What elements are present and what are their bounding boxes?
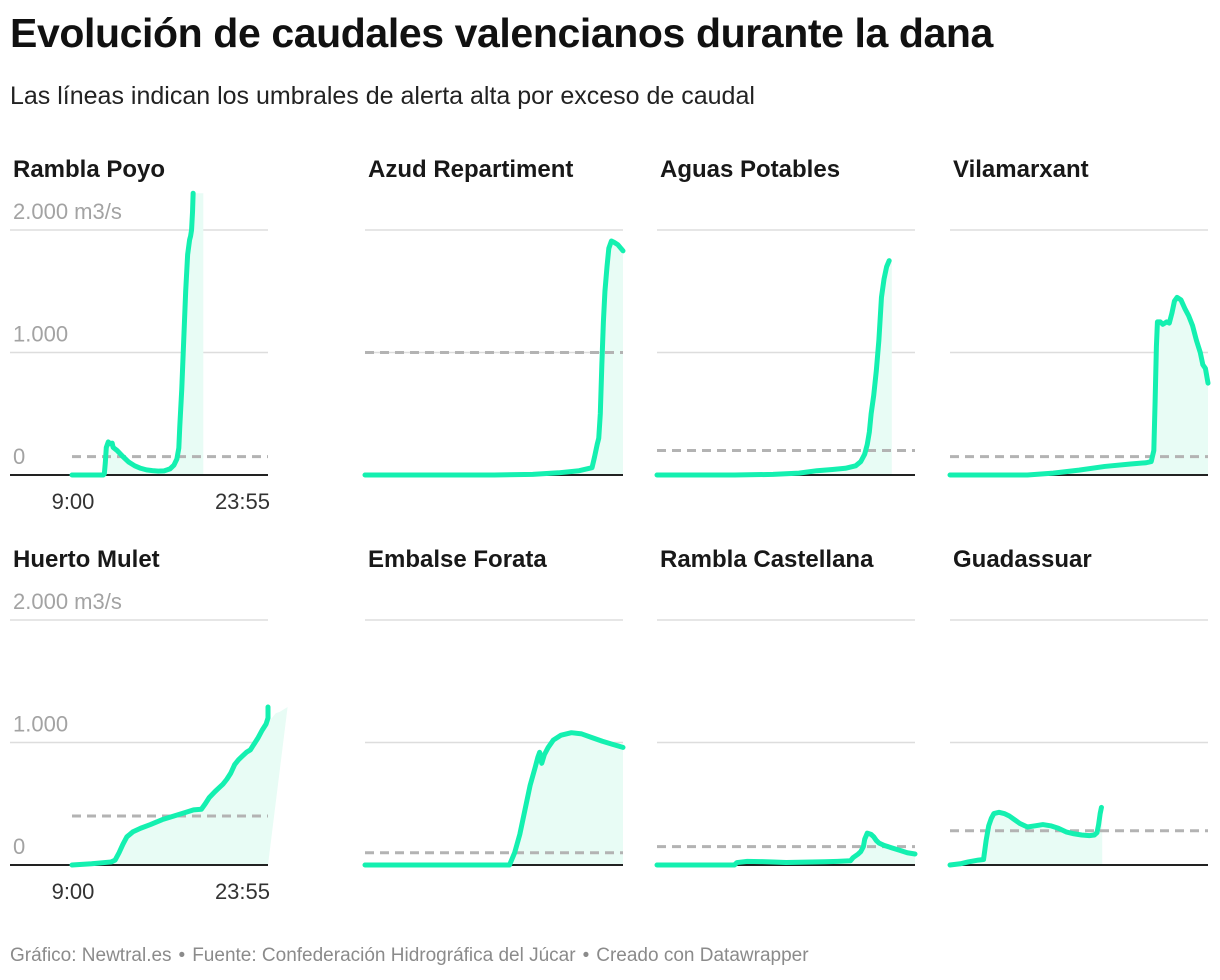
panel-title: Aguas Potables [660, 156, 840, 183]
series-area [72, 193, 204, 475]
panel-title: Rambla Castellana [660, 546, 874, 573]
chart-panel: Huerto Mulet 0 1.000 2.000 m3/s 9:00 23:55 [10, 546, 288, 904]
x-tick-label: 23:55 [215, 489, 270, 514]
series-area [950, 807, 1103, 865]
x-tick-label: 23:55 [215, 879, 270, 904]
series-area [657, 260, 892, 475]
chart-panel: Vilamarxant [947, 156, 1211, 478]
x-tick-label: 9:00 [52, 489, 95, 514]
footer-source: Fuente: Confederación Hidrográfica del J… [192, 945, 576, 966]
chart-panel: Aguas Potables [654, 156, 915, 478]
series-line [362, 730, 626, 868]
x-tick-label: 9:00 [52, 879, 95, 904]
panel-title: Huerto Mulet [13, 546, 160, 573]
chart-panel: Rambla Poyo 0 1.000 2.000 m3/s 9:00 23:55 [10, 156, 270, 514]
series-area [72, 706, 288, 865]
y-tick-label: 0 [13, 834, 25, 859]
footer-credit: Gráfico: Newtral.es [10, 945, 172, 966]
series-line [654, 258, 892, 478]
footer-separator: • [178, 945, 186, 966]
y-tick-label: 2.000 m3/s [13, 589, 122, 614]
series-line [947, 804, 1104, 868]
chart-subtitle: Las líneas indican los umbrales de alert… [10, 82, 755, 110]
chart-footer: Gráfico: Newtral.es • Fuente: Confederació… [10, 945, 809, 967]
y-tick-label: 2.000 m3/s [13, 199, 122, 224]
chart-title: Evolución de caudales valencianos durant… [10, 10, 993, 56]
panel-title: Vilamarxant [953, 156, 1089, 183]
small-multiples-chart: Rambla Poyo 0 1.000 2.000 m3/s 9:00 23:55 Azud… [10, 156, 1211, 904]
series-area [365, 732, 623, 865]
footer-separator: • [582, 945, 590, 966]
chart-panel: Embalse Forata [362, 546, 626, 868]
chart-panel: Guadassuar [947, 546, 1208, 868]
series-area [365, 241, 623, 475]
chart-panel: Azud Repartiment [362, 156, 626, 478]
chart-panel: Rambla Castellana [654, 546, 918, 868]
panel-title: Embalse Forata [368, 546, 547, 573]
series-line [69, 190, 196, 478]
panel-title: Guadassuar [953, 546, 1092, 573]
series-line [362, 238, 626, 478]
series-line [947, 294, 1211, 478]
y-tick-label: 1.000 [13, 712, 68, 737]
series-line [69, 704, 271, 868]
y-tick-label: 0 [13, 444, 25, 469]
panel-title: Azud Repartiment [368, 156, 573, 183]
y-tick-label: 1.000 [13, 322, 68, 347]
panel-title: Rambla Poyo [13, 156, 165, 183]
footer-tool: Creado con Datawrapper [596, 945, 809, 966]
series-line [654, 830, 918, 868]
